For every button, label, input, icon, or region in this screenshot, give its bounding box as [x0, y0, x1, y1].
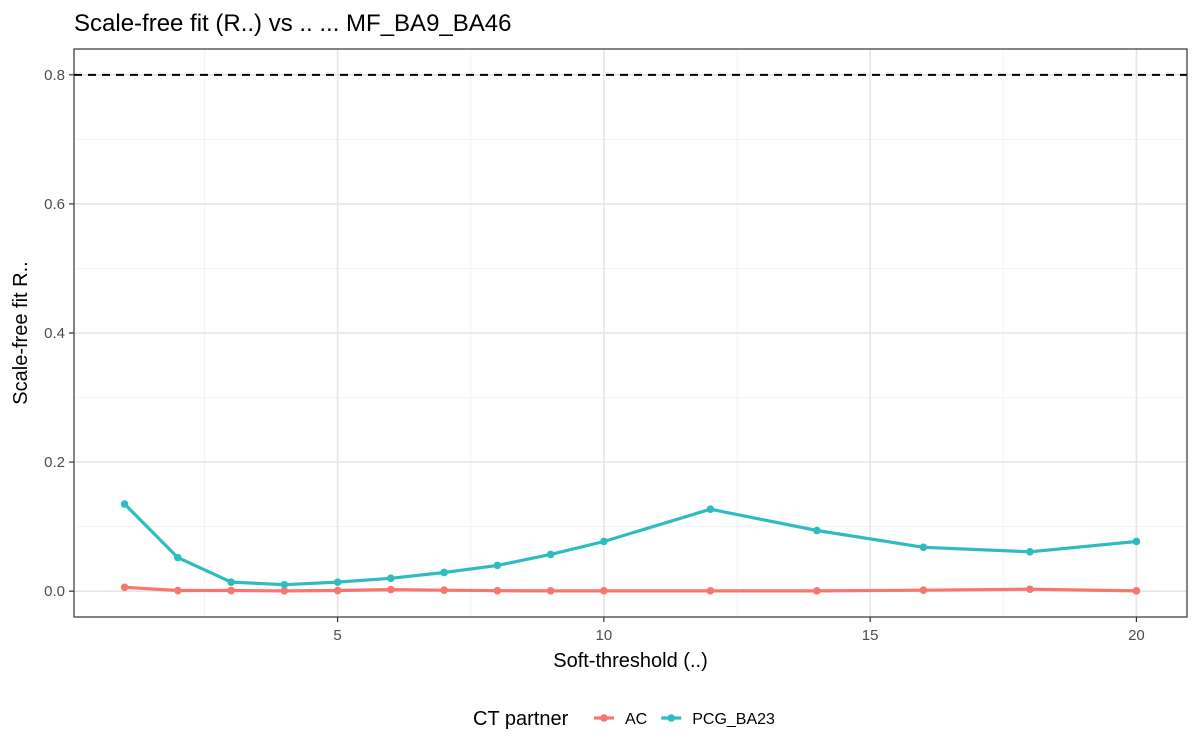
data-point — [919, 586, 928, 595]
data-point — [227, 586, 235, 595]
axis-ticks: 0.0 0.2 0.4 0.6 0.8 5 10 15 20 — [44, 67, 1145, 644]
y-tick-label: 0.2 — [44, 454, 65, 471]
data-point — [120, 500, 129, 508]
y-tick-label: 0.8 — [44, 67, 65, 84]
data-point — [493, 586, 502, 595]
data-point — [1026, 585, 1034, 594]
data-point — [706, 587, 715, 595]
x-tick-label: 20 — [1128, 627, 1145, 644]
data-point — [333, 586, 342, 595]
data-point — [120, 583, 129, 592]
series-PCG_BA23 — [120, 500, 1141, 589]
data-point — [813, 587, 821, 595]
data-point — [280, 580, 289, 589]
legend-items: AC PCG_BA23 — [594, 711, 775, 728]
x-axis-title: Soft-threshold (..) — [553, 650, 708, 672]
data-point — [600, 587, 608, 595]
data-point — [706, 505, 715, 514]
y-tick-label: 0.0 — [44, 583, 65, 600]
data-point — [280, 587, 289, 595]
data-point — [440, 568, 448, 577]
legend-title: CT partner — [473, 708, 569, 730]
chart-title: Scale-free fit (R..) vs .. ... MF_BA9_BA… — [74, 10, 511, 37]
data-point — [333, 578, 342, 586]
data-point — [174, 586, 182, 595]
data-point — [813, 526, 821, 535]
x-tick-label: 5 — [333, 627, 341, 644]
data-point — [387, 574, 395, 583]
data-point — [600, 537, 608, 546]
data-point — [174, 553, 182, 562]
data-point — [919, 543, 928, 552]
data-point — [546, 587, 555, 595]
legend: CT partner AC PCG_BA23 — [473, 708, 775, 730]
legend-key-point — [667, 714, 676, 722]
x-tick-label: 10 — [596, 627, 613, 644]
y-axis-title: Scale-free fit R.. — [10, 261, 32, 404]
y-tick-label: 0.6 — [44, 196, 65, 213]
legend-item-AC: AC — [594, 711, 647, 728]
series-layer — [120, 500, 1141, 595]
legend-label: PCG_BA23 — [692, 711, 775, 728]
data-point — [387, 585, 395, 594]
x-tick-label: 15 — [862, 627, 879, 644]
legend-label: AC — [625, 711, 647, 728]
legend-item-PCG_BA23: PCG_BA23 — [661, 711, 775, 728]
data-point — [493, 561, 502, 570]
data-point — [227, 578, 235, 586]
data-point — [1026, 548, 1034, 556]
data-point — [546, 550, 555, 559]
series-line — [123, 502, 1137, 587]
series-AC — [120, 583, 1141, 595]
data-point — [1132, 537, 1141, 546]
series-line — [124, 585, 1137, 593]
data-point — [440, 586, 448, 595]
legend-key-point — [600, 714, 608, 722]
data-point — [1132, 587, 1141, 595]
y-tick-label: 0.4 — [44, 325, 65, 342]
